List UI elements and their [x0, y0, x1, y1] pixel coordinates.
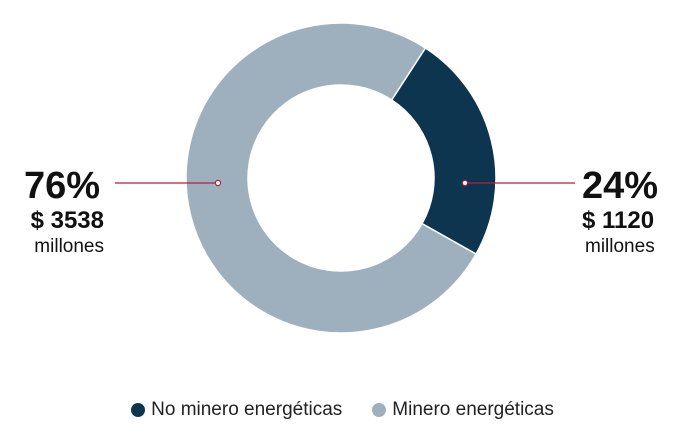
- leader-dot-no-minero: [461, 179, 469, 187]
- slice-no-minero: [390, 46, 497, 256]
- leader-dot-minero: [214, 179, 222, 187]
- callout-minero: 76% $ 3538 millones: [0, 167, 104, 256]
- legend-label-no-minero: No minero energéticas: [151, 399, 343, 420]
- unit-label-no-minero: millones: [585, 236, 655, 257]
- legend-swatch-minero: [372, 403, 387, 417]
- legend-item-no-minero[interactable]: No minero energéticas: [131, 399, 342, 421]
- amount-label-minero: $ 3538: [30, 207, 104, 234]
- callout-no-minero: 24% $ 1120 millones: [582, 167, 682, 256]
- percent-label-minero: 76%: [23, 165, 100, 207]
- slice-minero: [185, 22, 478, 334]
- legend-label-minero: Minero energéticas: [392, 399, 554, 420]
- legend: No minero energéticas Minero energéticas: [0, 399, 685, 421]
- legend-swatch-no-minero: [131, 403, 146, 417]
- legend-item-minero[interactable]: Minero energéticas: [372, 399, 554, 421]
- amount-label-no-minero: $ 1120: [582, 207, 655, 234]
- percent-label-no-minero: 24%: [582, 165, 659, 207]
- unit-label-minero: millones: [34, 236, 104, 257]
